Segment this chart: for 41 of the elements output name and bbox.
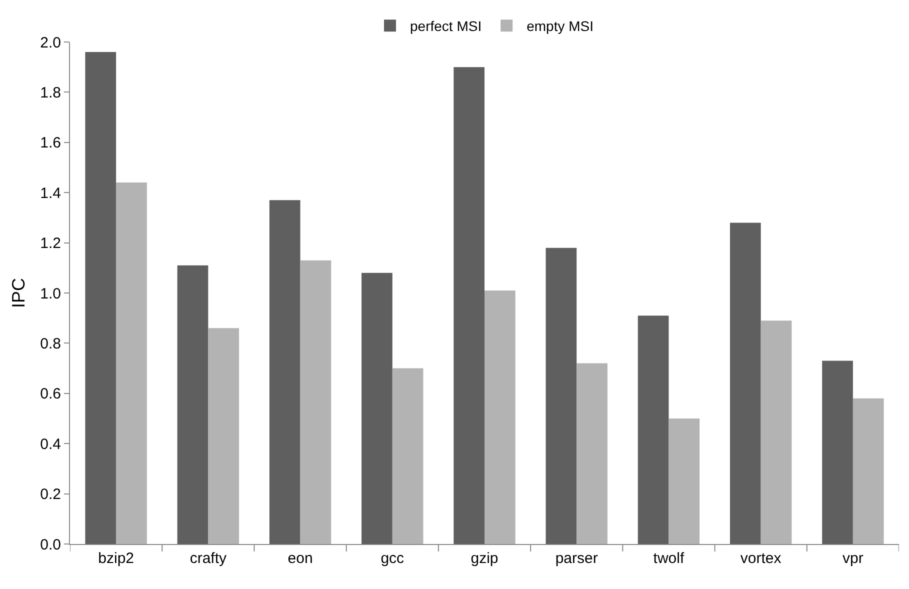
x-tick-label: gzip	[470, 550, 498, 567]
y-tick-label: 1.2	[40, 235, 61, 252]
x-tick-label: eon	[288, 550, 313, 567]
y-tick-label: 2.0	[40, 34, 61, 52]
y-axis-title: IPC	[8, 278, 28, 308]
bar	[269, 200, 300, 544]
x-tick-label: vpr	[842, 550, 864, 567]
x-tick-label: twolf	[653, 550, 685, 567]
bar	[85, 52, 116, 544]
y-tick-label: 0.6	[40, 386, 61, 403]
y-tick-label: 0.2	[40, 486, 61, 504]
y-tick-label: 1.4	[40, 184, 61, 202]
y-tick-label: 1.0	[40, 285, 61, 302]
y-tick-label: 0.4	[40, 436, 61, 453]
bar	[668, 418, 700, 544]
bar	[546, 248, 577, 544]
bar	[300, 260, 332, 544]
legend-label: empty MSI	[526, 18, 594, 34]
bar	[730, 222, 761, 544]
x-tick-label: bzip2	[98, 550, 134, 567]
y-tick-label: 0.8	[40, 335, 61, 352]
x-tick-label: parser	[555, 550, 598, 567]
x-tick-label: crafty	[190, 550, 227, 567]
y-tick-label: 0.0	[40, 536, 61, 554]
y-tick-label: 1.8	[40, 84, 61, 102]
bar	[208, 328, 240, 544]
bar	[760, 320, 792, 544]
bar	[454, 67, 484, 544]
bar	[852, 398, 884, 544]
bar	[822, 360, 853, 544]
bar	[484, 290, 516, 544]
bar	[362, 272, 392, 544]
y-tick-label: 1.6	[40, 134, 61, 152]
x-tick-label: gcc	[380, 550, 405, 567]
bar	[576, 363, 608, 544]
bar	[392, 368, 424, 544]
bar	[177, 265, 208, 544]
bar	[638, 316, 669, 544]
x-tick-label: vortex	[740, 550, 782, 567]
bar	[116, 182, 147, 544]
legend-label: perfect MSI	[410, 18, 482, 34]
